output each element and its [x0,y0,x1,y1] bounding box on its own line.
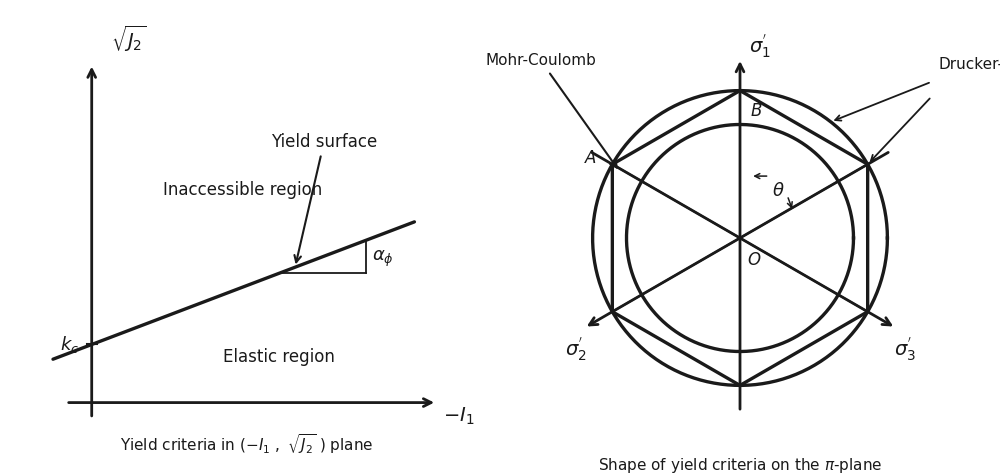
Text: $\alpha_\phi$: $\alpha_\phi$ [372,248,394,268]
Text: Yield surface: Yield surface [271,133,377,262]
Text: Shape of yield criteria on the $\pi$-plane: Shape of yield criteria on the $\pi$-pla… [598,456,882,475]
Text: $\sigma_2^{'}$: $\sigma_2^{'}$ [565,335,586,363]
Text: $\sigma_1^{'}$: $\sigma_1^{'}$ [749,32,771,60]
Text: $\sigma_3^{'}$: $\sigma_3^{'}$ [894,335,916,363]
Text: $O$: $O$ [747,251,762,269]
Text: Mohr-Coulomb: Mohr-Coulomb [486,53,617,168]
Text: $\sqrt{J_2}$: $\sqrt{J_2}$ [111,24,147,54]
Text: $-I_1$: $-I_1$ [443,406,475,427]
Text: $A$: $A$ [584,149,598,168]
Text: Elastic region: Elastic region [223,348,335,367]
Text: Drucker-Prager: Drucker-Prager [939,57,1000,71]
Text: $\theta$: $\theta$ [772,182,785,200]
Text: Yield criteria in $(-I_1\ ,\ \sqrt{J_2}\ )$ plane: Yield criteria in $(-I_1\ ,\ \sqrt{J_2}\… [120,432,373,456]
Text: Inaccessible region: Inaccessible region [163,180,322,198]
Text: $k_c$: $k_c$ [60,334,79,355]
Text: $B$: $B$ [750,102,763,120]
